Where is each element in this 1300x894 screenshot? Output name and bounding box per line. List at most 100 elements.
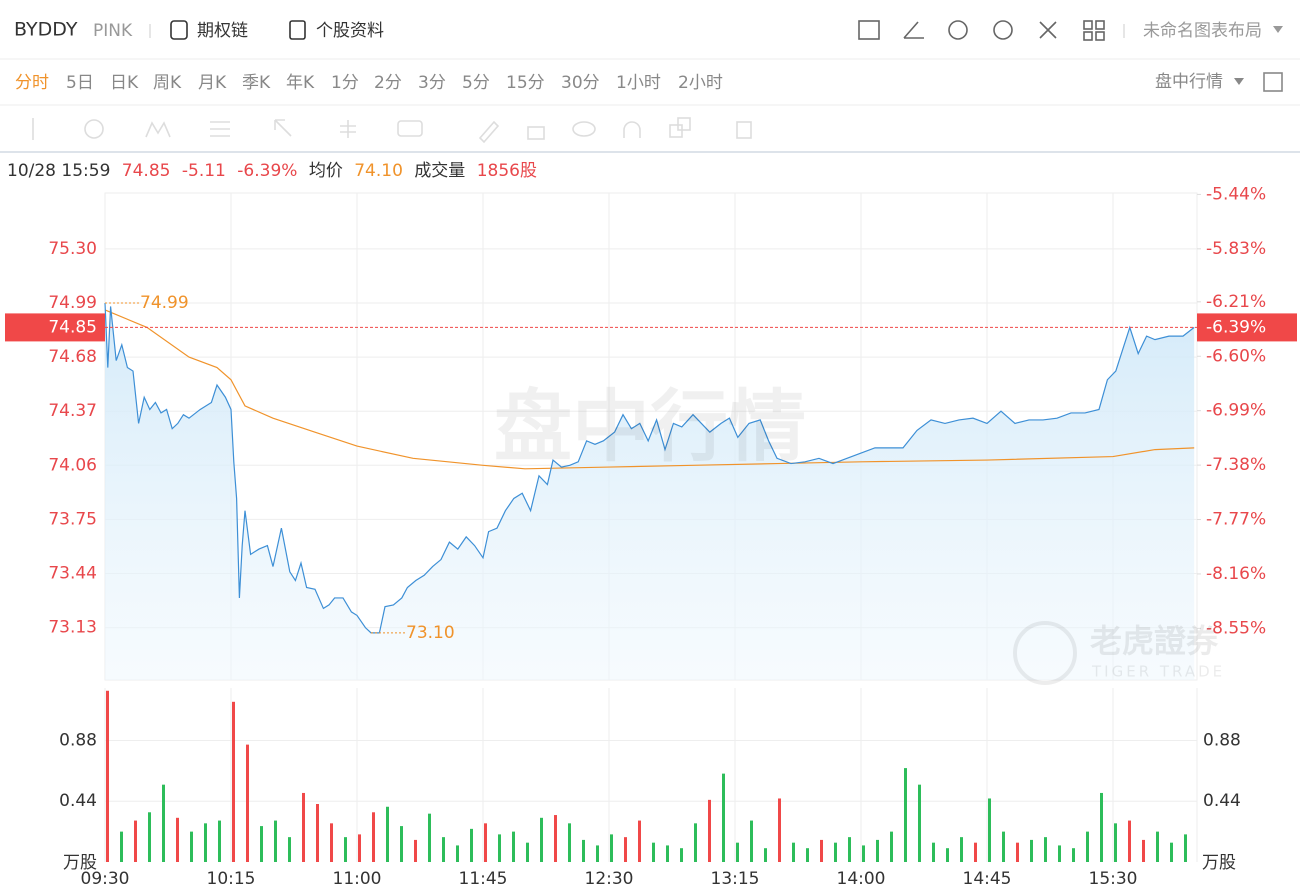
tab[interactable]: 30分 [561,73,600,93]
volume-bar [190,831,193,862]
tabs: 分时 5日 日K 周K 月K 季K 年K 1分 2分 3分 5分 15分 30分 1小时 2小时 [15,73,723,93]
volume-bar [302,792,305,862]
toolbar-icons[interactable] [858,20,1105,41]
tab[interactable]: 1小时 [616,73,661,93]
last-price: 74.85 [48,317,97,337]
volume-unit: 万股 [1202,853,1236,873]
last-price-box [5,313,105,342]
tab[interactable]: 1分 [331,73,359,93]
x-tick-label: 13:15 [711,869,760,889]
volume-bar [680,848,683,862]
price-area [105,302,1195,680]
volume-bar [624,837,627,862]
avg-label: 均价 [309,161,343,181]
mode[interactable]: 盘中行情 [1155,72,1223,92]
volume-bar [484,823,487,862]
volume-bar [176,817,179,862]
volume-bar [1072,848,1075,862]
tab[interactable]: 5日 [66,73,94,93]
volume-bar [722,773,725,862]
x-tick-label: 14:45 [963,869,1012,889]
tab[interactable]: 15分 [506,73,545,93]
volume-label: 成交量 [414,161,465,181]
volume-bar [694,823,697,862]
volume-bar [1016,842,1019,862]
layout-name[interactable]: 未命名图表布局 [1143,21,1262,41]
volume-tick-label: 0.44 [1203,791,1241,811]
volume-bar [1170,842,1173,862]
last-pct-box [1197,313,1297,342]
volume-bar [1156,831,1159,862]
volume-bar [1128,820,1131,862]
brand: 老虎證券 [1090,622,1219,660]
y2-tick-label: -6.60% [1206,346,1266,366]
volume-bar [316,804,319,862]
volume-bar [134,820,137,862]
drawing-tools [32,117,752,144]
tab[interactable]: 分时 [15,73,49,93]
volume-unit: 万股 [63,853,97,873]
volume-bar [1058,845,1061,862]
volume-bar [862,845,865,862]
tab[interactable]: 3分 [418,73,446,93]
volume-bar [1030,839,1033,862]
tab[interactable]: 年K [286,73,315,93]
y2-tick-label: -7.77% [1206,510,1266,530]
volume-bar [358,834,361,862]
link[interactable]: 个股资料 [316,21,384,41]
volume-bar [596,845,599,862]
y2-tick-label: -8.16% [1206,564,1266,584]
tab[interactable]: 季K [242,73,271,93]
quote-change-pct: -6.39% [237,161,297,181]
volume-bar [764,848,767,862]
y-tick-label: 75.30 [48,239,97,259]
quote-avg: 74.10 [354,161,403,181]
volume-bar [274,820,277,862]
volume-bar [708,799,711,862]
y-tick-label: 74.06 [48,455,97,475]
tab[interactable]: 周K [153,73,182,93]
volume-bar [162,784,165,862]
volume-bar [792,842,795,862]
link[interactable]: 期权链 [197,21,248,41]
volume-bar [890,831,893,862]
x-tick-label: 11:00 [333,869,382,889]
logo [1013,621,1077,685]
tab[interactable]: 日K [110,73,139,93]
volume-bar [414,839,417,862]
volume-bar [120,831,123,862]
volume-bar [568,823,571,862]
x-tick-label: 11:45 [459,869,508,889]
caret [1273,26,1283,33]
y-tick-label: 74.68 [48,347,97,367]
fullscreen[interactable] [1263,72,1283,92]
volume-bar [344,837,347,862]
volume-bar [540,817,543,862]
tab[interactable]: 月K [198,73,227,93]
volume-bar [876,839,879,862]
volume-bar [918,784,921,862]
volume-bar [946,848,949,862]
average-line [104,309,1195,470]
volume-bar [148,812,151,862]
y-tick-label: 73.44 [48,564,97,584]
tab[interactable]: 5分 [462,73,490,93]
annotation: 73.10 [406,623,455,643]
volume-bar [806,848,809,862]
volume-bar [204,823,207,862]
volume-bar [610,834,613,862]
quote: 10/28 15:59 74.85 -5.11 -6.39% 均价 74.10 … [7,161,537,181]
tab[interactable]: 2分 [374,73,402,93]
volume-bar [736,842,739,862]
volume-bar [652,842,655,862]
volume-bar [820,839,823,862]
y2-tick-label: -6.21% [1206,292,1266,312]
volume-bar [904,768,907,862]
volume-bar [1100,792,1103,862]
volume-bar [554,815,557,862]
volume-bar [1002,831,1005,862]
y-tick-label: 74.37 [48,401,97,421]
tab[interactable]: 2小时 [678,73,723,93]
volume-bar [526,842,529,862]
